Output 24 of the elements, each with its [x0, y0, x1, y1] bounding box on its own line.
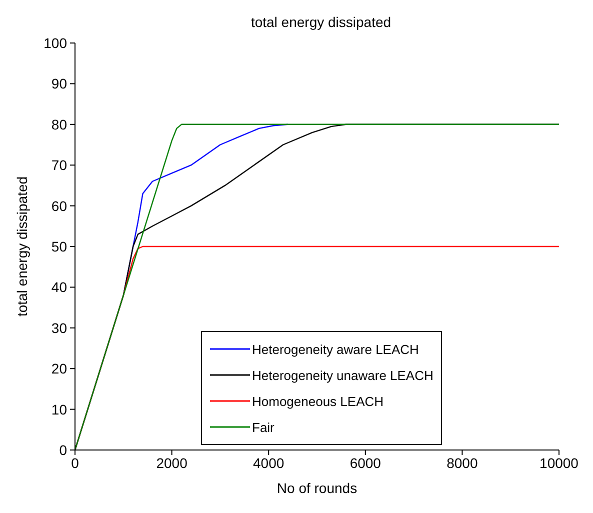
y-tick-label: 60 [51, 198, 68, 214]
x-axis-title: No of rounds [276, 480, 358, 496]
y-tick-label: 70 [51, 157, 68, 174]
x-tick-label: 10000 [540, 454, 579, 471]
y-tick-label: 50 [51, 238, 68, 254]
legend-label: Fair [252, 420, 274, 434]
y-tick-label: 80 [51, 116, 68, 132]
y-tick-label: 30 [51, 320, 68, 336]
x-tick-label: 6000 [350, 454, 382, 471]
x-tick-label: 4000 [253, 454, 284, 471]
legend-label: Heterogeneity aware LEACH [252, 342, 419, 356]
x-tick-label: 0 [71, 454, 80, 471]
legend-label: Heterogeneity unaware LEACH [252, 368, 434, 382]
y-tick-label: 40 [51, 279, 68, 296]
y-tick-label: 90 [51, 76, 68, 92]
x-tick-label: 8000 [446, 454, 478, 471]
chart-title: total energy dissipated [250, 14, 392, 30]
x-tick-label: 2000 [156, 454, 188, 471]
legend-label: Homogeneous LEACH [252, 394, 384, 408]
y-tick-label: 0 [59, 442, 68, 458]
y-tick-label: 20 [51, 360, 68, 377]
y-axis-title: total energy dissipated [14, 176, 30, 317]
y-tick-label: 100 [44, 34, 68, 51]
y-tick-label: 10 [51, 401, 68, 418]
